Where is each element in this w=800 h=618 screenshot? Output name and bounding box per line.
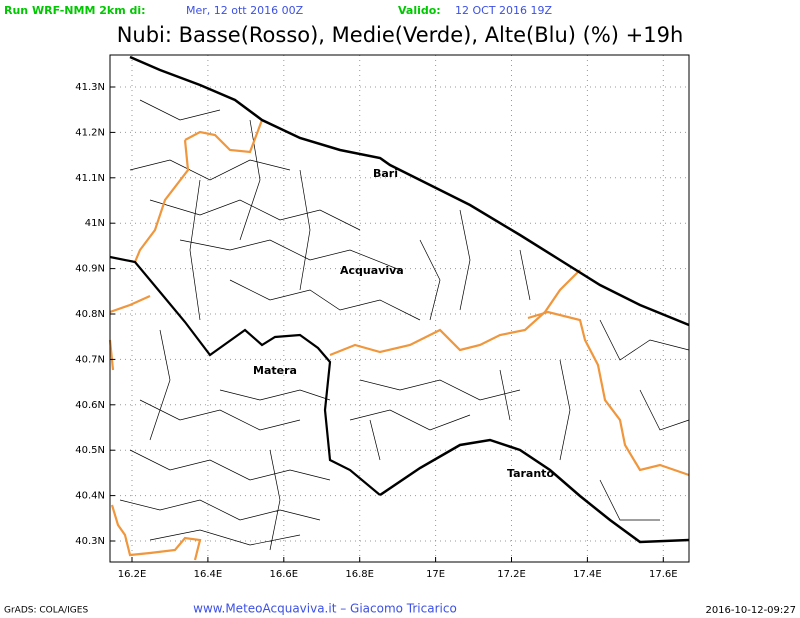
graticule bbox=[110, 55, 689, 562]
boundaries bbox=[108, 55, 690, 561]
map-frame bbox=[109, 54, 690, 563]
lat-tick-label: 41.1N bbox=[75, 173, 105, 184]
city-label: Acquaviva bbox=[340, 264, 404, 277]
lon-tick-label: 16.2E bbox=[118, 569, 147, 580]
city-label: Matera bbox=[253, 364, 297, 377]
run-date: Mer, 12 ott 2016 00Z bbox=[186, 4, 304, 17]
coastline bbox=[129, 55, 690, 544]
footer-right: 2016-10-12-09:27 bbox=[705, 605, 796, 616]
footer-left: GrADS: COLA/IGES bbox=[4, 606, 88, 616]
city-label: Bari bbox=[373, 167, 398, 180]
valid-date: 12 OCT 2016 19Z bbox=[455, 4, 553, 17]
lat-tick-label: 40.7N bbox=[75, 354, 105, 365]
lon-tick-label: 16.6E bbox=[270, 569, 299, 580]
lon-tick-label: 17.6E bbox=[649, 569, 678, 580]
lon-tick-label: 17.4E bbox=[573, 569, 602, 580]
lon-tick-label: 17.2E bbox=[497, 569, 526, 580]
valid-label: Valido: bbox=[398, 4, 441, 17]
lat-tick-label: 40.8N bbox=[75, 309, 105, 320]
lat-tick-label: 41.2N bbox=[75, 127, 105, 138]
lat-tick-label: 41N bbox=[85, 218, 105, 229]
lat-tick-label: 40.5N bbox=[75, 445, 105, 456]
lat-tick-label: 40.6N bbox=[75, 400, 105, 411]
lon-tick-label: 17E bbox=[426, 569, 445, 580]
province-lines bbox=[119, 99, 690, 551]
region-border-black bbox=[109, 255, 381, 496]
tick-labels: 41.3N 41.2N 41.1N 41N 40.9N 40.8N 40.7N 40.6N 40… bbox=[75, 82, 677, 580]
city-label: Taranto bbox=[507, 467, 554, 480]
run-label: Run WRF-NMM 2km di: bbox=[4, 4, 146, 17]
footer-center: www.MeteoAcquaviva.it – Giacomo Tricaric… bbox=[193, 602, 457, 616]
region-border-orange bbox=[108, 119, 690, 561]
lat-tick-label: 41.3N bbox=[75, 82, 105, 93]
lat-tick-label: 40.3N bbox=[75, 536, 105, 547]
lat-tick-label: 40.4N bbox=[75, 491, 105, 502]
map-title: Nubi: Basse(Rosso), Medie(Verde), Alte(B… bbox=[117, 23, 684, 47]
lon-tick-label: 16.8E bbox=[345, 569, 374, 580]
lon-tick-label: 16.4E bbox=[194, 569, 223, 580]
lat-tick-label: 40.9N bbox=[75, 264, 105, 275]
